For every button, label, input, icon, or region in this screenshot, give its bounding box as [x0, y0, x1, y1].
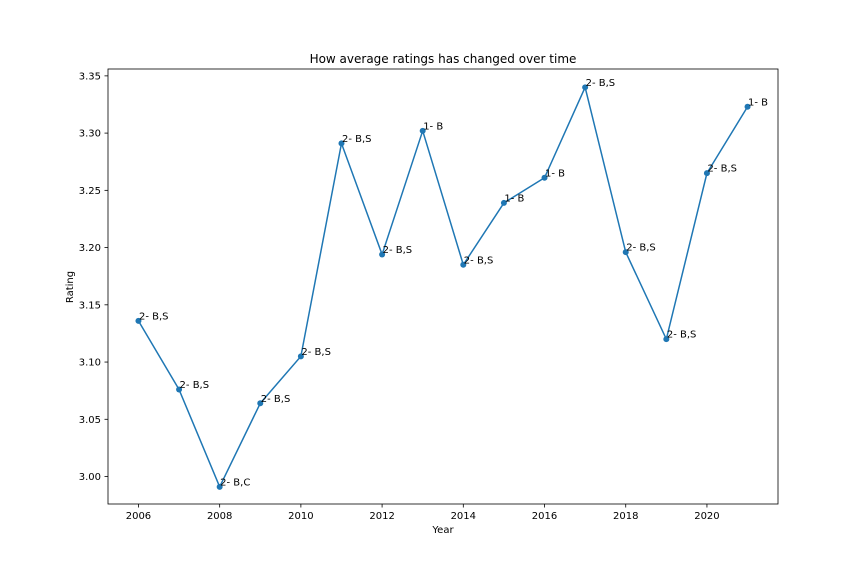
y-tick-label: 3.10: [79, 358, 101, 369]
x-axis-label: Year: [431, 525, 454, 536]
data-point: [663, 336, 670, 343]
data-point: [379, 251, 386, 258]
y-tick-label: 3.20: [79, 243, 101, 254]
x-tick-label: 2008: [207, 511, 232, 522]
y-tick-label: 3.15: [79, 300, 101, 311]
data-label: 1- B: [545, 168, 565, 179]
x-tick-label: 2018: [613, 511, 638, 522]
data-label: 2- B,S: [383, 245, 413, 256]
x-tick-label: 2016: [532, 511, 557, 522]
data-label: 2- B,S: [586, 78, 616, 89]
data-point: [541, 174, 548, 181]
data-point: [338, 140, 345, 147]
data-label: 2- B,S: [301, 347, 331, 358]
data-point: [500, 199, 507, 206]
data-point: [744, 103, 751, 110]
series-line: [137, 85, 749, 489]
data-label: 2- B,S: [626, 243, 656, 254]
data-point: [257, 400, 264, 407]
y-axis-label: Rating: [65, 271, 76, 303]
y-tick-label: 3.35: [79, 71, 101, 82]
y-tick-label: 3.05: [79, 415, 101, 426]
data-label: 2- B,S: [261, 394, 291, 405]
x-tick-label: 2014: [451, 511, 476, 522]
data-label: 2- B,S: [667, 330, 697, 341]
data-label: 2- B,S: [464, 255, 494, 266]
y-tick-label: 3.00: [79, 472, 101, 483]
data-point: [176, 386, 183, 393]
data-label: 1- B: [748, 97, 768, 108]
x-tick-label: 2020: [694, 511, 719, 522]
data-point: [582, 84, 589, 91]
x-tick-label: 2012: [369, 511, 394, 522]
data-label: 1- B: [504, 193, 524, 204]
data-point: [622, 249, 629, 256]
data-point: [297, 353, 304, 360]
data-label: 2- B,S: [707, 164, 737, 175]
data-label: 2- B,S: [342, 134, 372, 145]
data-label: 2- B,S: [139, 311, 169, 322]
x-tick-label: 2010: [288, 511, 313, 522]
data-point: [216, 483, 223, 490]
data-label: 2- B,S: [180, 380, 210, 391]
plot-frame: [107, 68, 779, 505]
y-tick-label: 3.25: [79, 186, 101, 197]
data-label: 1- B: [423, 121, 443, 132]
x-tick-label: 2006: [126, 511, 151, 522]
chart-title: How average ratings has changed over tim…: [310, 52, 577, 66]
data-point: [419, 127, 426, 134]
data-point: [135, 317, 142, 324]
y-tick-label: 3.30: [79, 129, 101, 140]
data-point: [703, 170, 710, 177]
data-point: [460, 261, 467, 268]
data-label: 2- B,C: [220, 477, 250, 488]
